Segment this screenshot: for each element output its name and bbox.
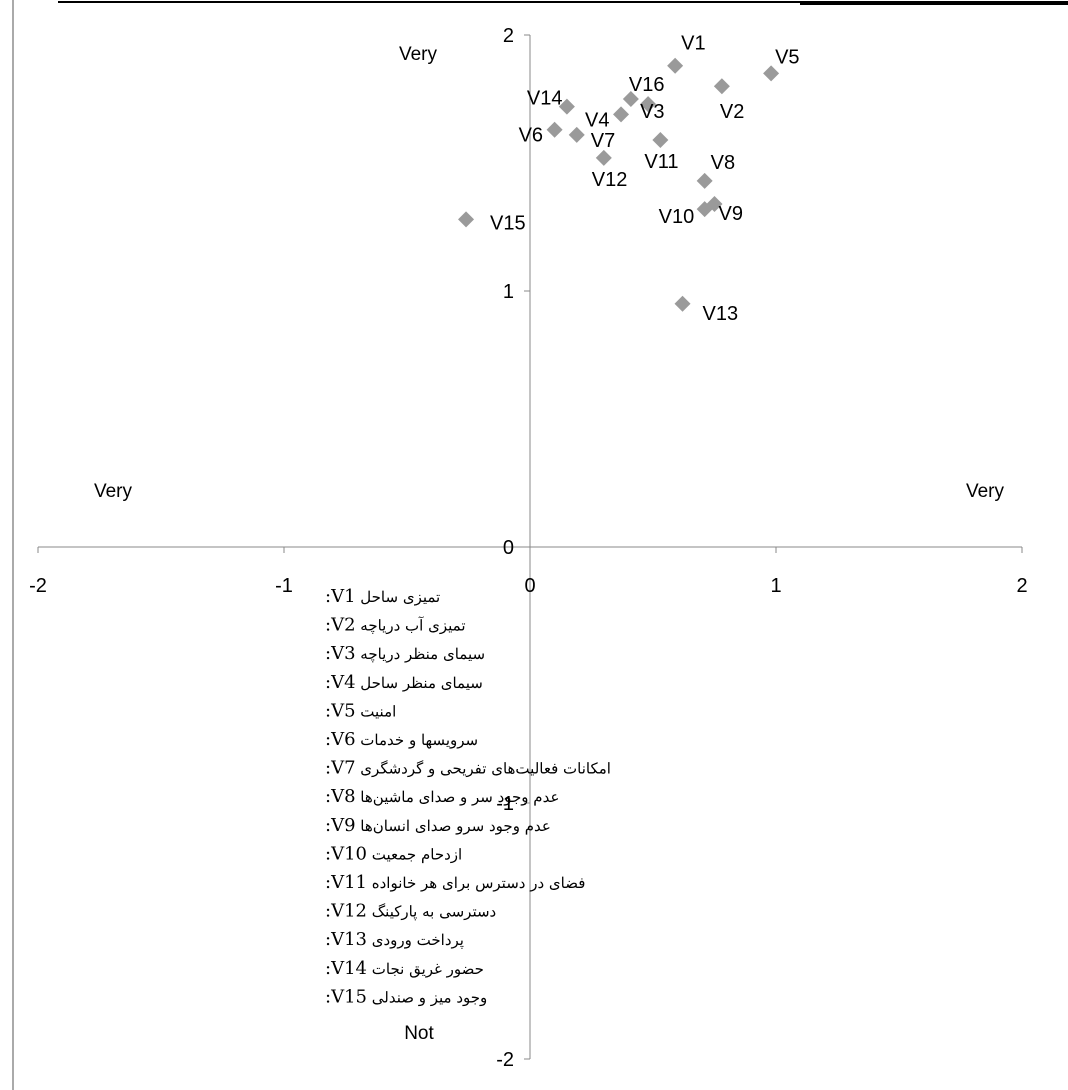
point-label-v10: V10 <box>659 206 695 228</box>
legend-entry: دسترسی به پارکینگ V12: <box>325 901 496 922</box>
axes: -2 -1 0 1 2 2 1 0 -1 -2 <box>29 25 1027 1071</box>
y-tick-label: -2 <box>496 1049 514 1071</box>
legend-entry: عدم وجود سرو صدای انسان‌ها V9: <box>325 815 551 836</box>
point-label-v11: V11 <box>644 151 678 173</box>
data-point-v6 <box>546 121 563 138</box>
point-label-v14: V14 <box>527 88 563 110</box>
legend-entry: عدم وجود سر و صدای ماشین‌ها V8: <box>325 786 559 807</box>
legend: تمیزی ساحل V1:تمیزی آب دریاچه V2:سیمای م… <box>325 586 611 1007</box>
legend-code: V7: <box>325 758 356 779</box>
legend-entry: وجود میز و صندلی V15: <box>325 986 487 1007</box>
data-point-v2 <box>713 78 730 95</box>
point-label-v5: V5 <box>775 46 799 68</box>
point-label-v8: V8 <box>711 152 735 174</box>
legend-code: V15: <box>325 986 367 1007</box>
legend-entry: فضای در دسترس برای هر خانواده V11: <box>325 872 585 893</box>
legend-code: V14: <box>325 958 367 979</box>
y-tick-label: -1 <box>496 793 514 815</box>
legend-entry: تمیزی آب دریاچه V2: <box>325 615 466 636</box>
data-point-v4 <box>613 106 630 123</box>
legend-entry: تمیزی ساحل V1: <box>325 586 440 607</box>
legend-entry: ازدحام جمعیت V10: <box>325 843 462 864</box>
quadrant-labels: Very Very Very Not <box>94 44 1005 1044</box>
y-tick-label: 1 <box>503 281 514 303</box>
legend-code: V13: <box>325 929 367 950</box>
legend-code: V3: <box>325 643 356 664</box>
legend-entry: سیمای منظر ساحل V4: <box>325 672 483 693</box>
data-point-v14 <box>558 98 575 115</box>
point-label-v16: V16 <box>629 74 665 96</box>
legend-code: V2: <box>325 615 356 636</box>
legend-entry: امنیت V5: <box>325 700 396 721</box>
legend-entry: پرداخت ورودی V13: <box>325 929 464 950</box>
legend-text: حضور غریق نجات <box>367 960 484 978</box>
point-label-v12: V12 <box>592 169 628 191</box>
legend-text: سرویسها و خدمات <box>356 731 479 749</box>
legend-entry: سرویسها و خدمات V6: <box>325 729 478 750</box>
legend-code: V1: <box>325 586 356 607</box>
x-tick-label: -1 <box>275 575 293 597</box>
point-label-v9: V9 <box>719 203 743 225</box>
point-label-v15: V15 <box>490 212 526 234</box>
legend-code: V12: <box>325 901 367 922</box>
legend-text: امنیت <box>356 702 397 720</box>
point-label-v1: V1 <box>681 33 705 55</box>
legend-text: ازدحام جمعیت <box>367 845 462 863</box>
legend-code: V6: <box>325 729 356 750</box>
data-point-v8 <box>696 172 713 189</box>
legend-text: عدم وجود سرو صدای انسان‌ها <box>356 817 551 835</box>
x-tick-label: 1 <box>770 575 781 597</box>
quadrant-label-top: Very <box>399 44 438 65</box>
legend-text: سیمای منظر دریاچه <box>356 645 486 663</box>
quadrant-label-left: Very <box>94 481 133 502</box>
point-label-v4: V4 <box>585 109 609 131</box>
point-label-v6: V6 <box>519 125 543 147</box>
x-tick-label: 0 <box>524 575 535 597</box>
y-tick-label: 2 <box>503 25 514 47</box>
data-point-v15 <box>458 211 475 228</box>
legend-text: فضای در دسترس برای هر خانواده <box>367 874 585 892</box>
quadrant-label-right: Very <box>966 481 1005 502</box>
legend-entry: امکانات فعالیت‌های تفریحی و گردشگری V7: <box>325 758 611 779</box>
x-tick-label: 2 <box>1016 575 1027 597</box>
legend-text: عدم وجود سر و صدای ماشین‌ها <box>356 788 560 806</box>
legend-text: وجود میز و صندلی <box>367 988 487 1006</box>
data-point-v1 <box>667 57 684 74</box>
legend-code: V4: <box>325 672 356 693</box>
data-point-v12 <box>595 149 612 166</box>
point-label-v2: V2 <box>720 101 744 123</box>
legend-entry: حضور غریق نجات V14: <box>325 958 484 979</box>
y-tick-label: 0 <box>503 537 514 559</box>
data-point-v11 <box>652 131 669 148</box>
point-label-v7: V7 <box>591 130 615 152</box>
legend-text: پرداخت ورودی <box>367 931 464 949</box>
legend-code: V9: <box>325 815 356 836</box>
data-points: V1 V2 V3 V4 V5 V6 V7 V8 V9 V10 V11 V12 V13 V14 V15 V16 <box>458 33 800 325</box>
data-point-v3 <box>640 96 657 113</box>
legend-text: سیمای منظر ساحل <box>356 674 483 692</box>
data-point-v5 <box>763 65 780 82</box>
legend-code: V10: <box>325 843 367 864</box>
data-point-v10 <box>696 201 713 218</box>
data-point-v7 <box>568 126 585 143</box>
legend-code: V8: <box>325 786 356 807</box>
data-point-v16 <box>622 91 639 107</box>
point-label-v3: V3 <box>640 101 664 123</box>
x-tick-label: -2 <box>29 575 47 597</box>
legend-entry: سیمای منظر دریاچه V3: <box>325 643 485 664</box>
legend-code: V5: <box>325 700 356 721</box>
point-label-v13: V13 <box>703 303 739 325</box>
data-point-v13 <box>674 295 691 312</box>
quadrant-label-bottom: Not <box>404 1023 434 1044</box>
legend-code: V11: <box>325 872 367 893</box>
legend-text: تمیزی ساحل <box>356 588 441 606</box>
legend-text: تمیزی آب دریاچه <box>356 617 466 635</box>
legend-text: دسترسی به پارکینگ <box>367 903 496 921</box>
legend-text: امکانات فعالیت‌های تفریحی و گردشگری <box>356 760 611 778</box>
